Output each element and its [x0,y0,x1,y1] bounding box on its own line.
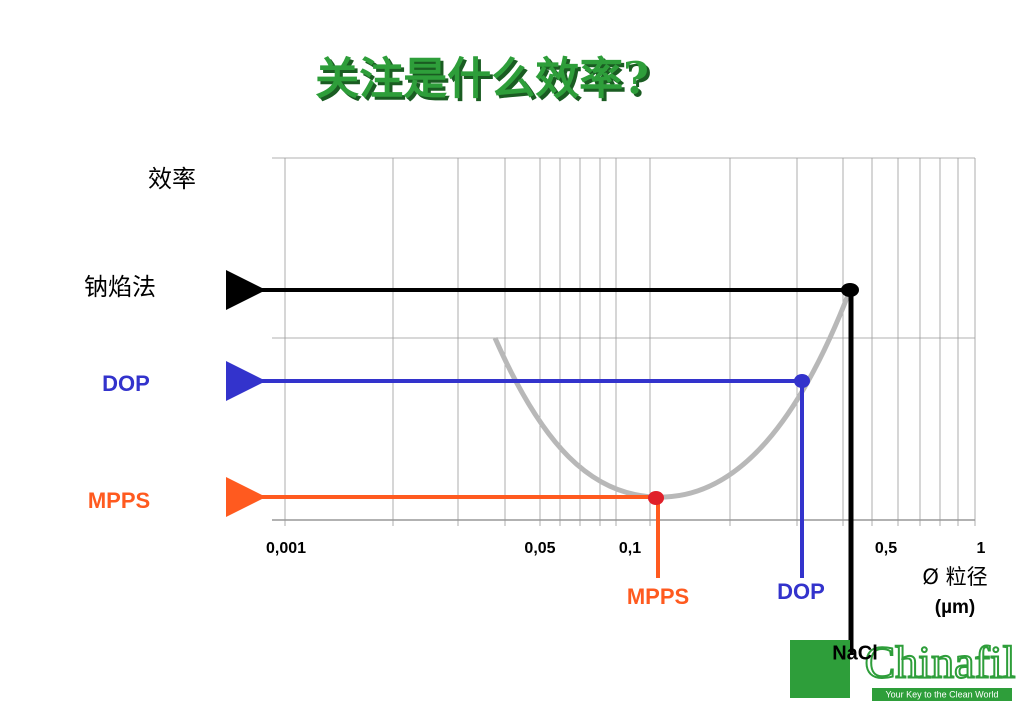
x-tick-label: 1 [977,540,986,557]
nacl-point [841,283,859,297]
title-shadow: 关注是什么效率? [318,57,652,108]
y-axis-label: 效率 [148,165,196,193]
level-label: DOP [102,371,150,396]
particle-label: MPPS [627,584,689,609]
x-axis-label: Ø 粒径 [922,565,987,589]
level-label: MPPS [88,488,150,513]
title: 关注是什么效率? [315,54,649,105]
logo-name: Chinafil [865,637,1016,688]
particle-label: DOP [777,579,825,604]
mpps-point [648,491,664,505]
particle-label: NaCl [832,642,878,664]
x-tick-label: 0,05 [524,540,555,557]
grid [272,157,976,526]
x-tick-label: 0,5 [875,540,897,557]
dop-point [794,374,810,388]
x-tick-label: 0,1 [619,540,641,557]
level-label: 钠焰法 [84,273,156,301]
x-axis-unit: (µm) [935,597,976,618]
logo-slogan: Your Key to the Clean World [885,689,998,699]
x-tick-label: 0,001 [266,540,306,557]
logo: Chinafil Your Key to the Clean World [790,636,1016,701]
